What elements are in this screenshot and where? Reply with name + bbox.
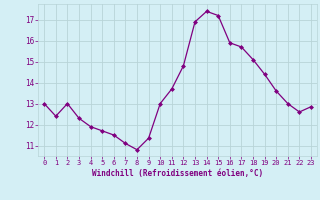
X-axis label: Windchill (Refroidissement éolien,°C): Windchill (Refroidissement éolien,°C): [92, 169, 263, 178]
